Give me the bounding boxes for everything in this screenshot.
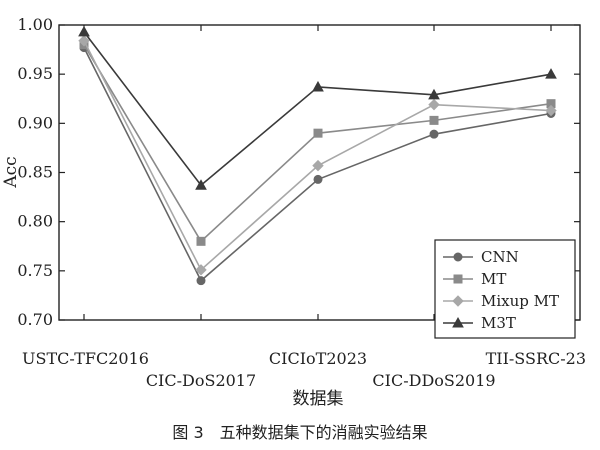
legend-item-mixup-mt: Mixup MT	[443, 292, 559, 310]
data-point-mt	[429, 115, 439, 125]
data-point-cnn	[196, 276, 206, 286]
y-tick-label: 0.80	[17, 212, 53, 231]
x-tick-label: USTC-TFC2016	[22, 349, 149, 368]
data-point-mt	[196, 236, 206, 246]
data-point-m3t	[195, 179, 207, 190]
x-axis-label: 数据集	[293, 389, 344, 409]
series-line-mixup-mt	[83, 40, 552, 272]
x-tick-label: CIC-DDoS2019	[372, 371, 495, 390]
legend-marker	[453, 252, 463, 262]
series-group	[78, 25, 557, 286]
data-point-m3t	[312, 80, 324, 92]
x-tick-label: CIC-DoS2017	[146, 371, 256, 390]
figure-caption: 图 3 五种数据集下的消融实验结果	[172, 423, 427, 442]
y-tick-label: 0.95	[17, 64, 53, 83]
data-point-m3t	[428, 88, 440, 100]
series-mt	[79, 40, 556, 246]
x-axis-ticks: USTC-TFC2016 CIC-DoS2017 CICIoT2023 CIC-DDo…	[22, 25, 586, 390]
legend-marker	[453, 274, 463, 284]
series-m3t	[78, 25, 557, 190]
legend-item-mt: MT	[443, 270, 506, 288]
data-point-m3t	[78, 25, 90, 37]
y-tick-label: 0.70	[17, 310, 53, 329]
legend-marker	[452, 316, 464, 328]
y-axis-label: Acc	[1, 156, 21, 188]
legend-item-m3t: M3T	[443, 314, 516, 332]
legend-label: Mixup MT	[481, 292, 559, 310]
legend-label: MT	[481, 270, 506, 288]
data-point-mixup-mt	[312, 159, 324, 172]
series-line-mt	[83, 44, 552, 243]
data-point-mixup-mt	[195, 264, 207, 276]
legend-item-cnn: CNN	[443, 248, 519, 266]
x-tick-label: CICIoT2023	[269, 349, 367, 368]
x-tick-label: TII-SSRC-23	[486, 349, 586, 368]
legend: CNN MT Mixup MT M3T	[434, 239, 576, 339]
data-point-m3t	[545, 68, 557, 79]
data-point-cnn	[429, 129, 439, 139]
legend-marker	[452, 295, 464, 307]
y-tick-label: 0.85	[17, 163, 53, 182]
y-axis-ticks: 0.70 0.75 0.80 0.85 0.90 0.95 1.00	[17, 15, 580, 329]
series-mixup-mt	[78, 35, 557, 276]
data-point-mixup-mt	[78, 35, 90, 47]
legend-label: CNN	[481, 248, 519, 266]
y-tick-label: 1.00	[17, 15, 53, 34]
data-point-mixup-mt	[428, 98, 440, 111]
y-tick-label: 0.75	[17, 261, 53, 280]
data-point-mt	[313, 128, 323, 138]
y-tick-label: 0.90	[17, 113, 53, 132]
data-point-mixup-mt	[545, 104, 557, 117]
legend-label: M3T	[481, 314, 516, 332]
data-point-cnn	[313, 174, 323, 184]
